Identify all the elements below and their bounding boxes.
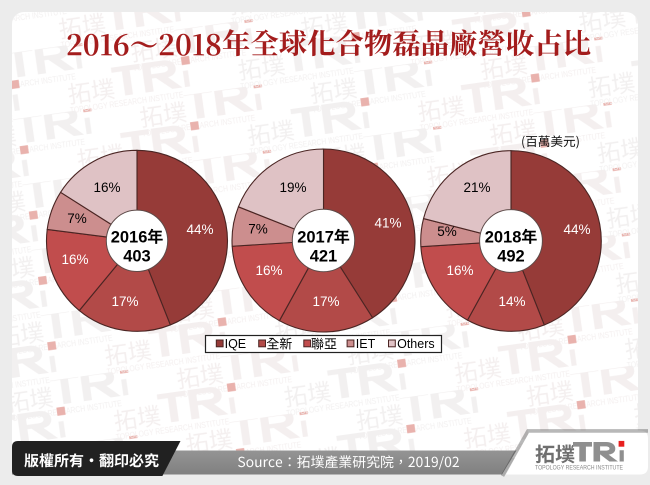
svg-text:16%: 16%: [446, 263, 473, 278]
svg-text:44%: 44%: [186, 222, 213, 237]
svg-text:421: 421: [310, 248, 338, 266]
svg-text:5%: 5%: [437, 224, 457, 239]
svg-text:19%: 19%: [279, 180, 306, 195]
svg-text:492: 492: [497, 248, 525, 266]
svg-text:IQE: IQE: [225, 337, 247, 351]
svg-text:44%: 44%: [563, 222, 590, 237]
svg-text:17%: 17%: [111, 294, 138, 309]
svg-text:17%: 17%: [312, 294, 339, 309]
svg-text:7%: 7%: [67, 211, 87, 226]
svg-text:16%: 16%: [255, 263, 282, 278]
svg-text:16%: 16%: [93, 180, 120, 195]
svg-text:2016: 2016: [111, 229, 148, 247]
svg-text:7%: 7%: [248, 221, 268, 236]
svg-text:21%: 21%: [463, 180, 490, 195]
svg-text:41%: 41%: [374, 215, 401, 230]
svg-text:2018: 2018: [485, 229, 522, 247]
svg-text:IET: IET: [356, 337, 376, 351]
svg-text:14%: 14%: [498, 294, 525, 309]
svg-text:403: 403: [123, 248, 151, 266]
svg-text:Others: Others: [397, 337, 435, 351]
svg-text:2017: 2017: [297, 229, 334, 247]
svg-text:16%: 16%: [61, 252, 88, 267]
svg-text:TOPOLOGY RESEARCH INSTITUTE: TOPOLOGY RESEARCH INSTITUTE: [535, 465, 623, 472]
